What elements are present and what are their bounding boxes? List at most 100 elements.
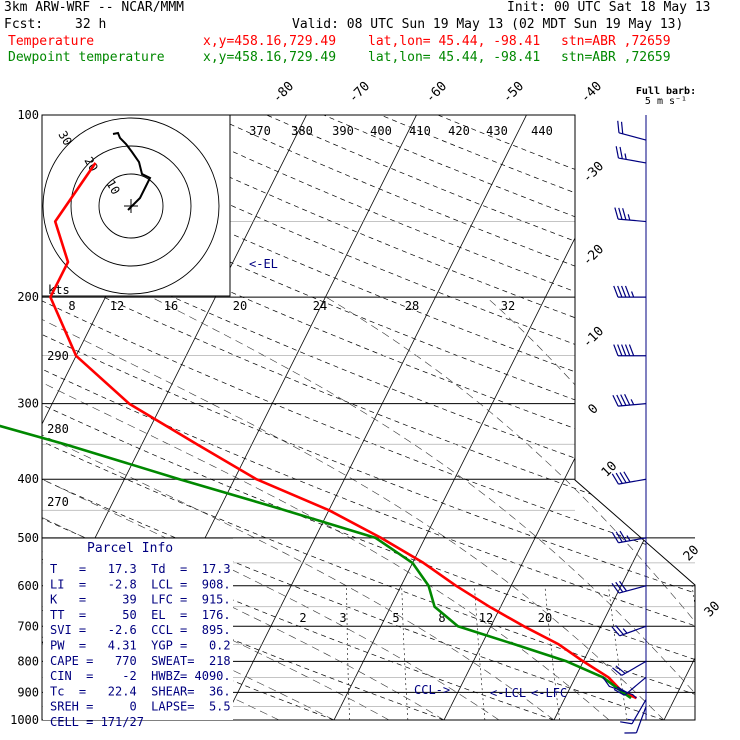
mixing-ratio-line [346,585,350,720]
hodograph-speed-label: 20 [233,299,247,313]
parcel-path [602,676,637,699]
wind-barb [624,706,647,734]
wind-barb-staff [618,537,647,544]
hodograph-speed-label: 28 [405,299,419,313]
moist-adiabat [486,296,695,720]
pressure-tick-label: 300 [17,397,39,411]
pressure-tick-label: 500 [17,531,39,545]
wind-barb-feather [617,285,623,298]
wind-barb [611,530,647,544]
dry-adiabat [266,115,695,720]
wind-barb-feather [628,344,635,356]
wind-barb [613,285,646,298]
isotherm-label: -80 [270,79,297,106]
isotherm-label: -70 [346,79,373,106]
valid-time: Valid: 08 UTC Sun 19 May 13 (02 MDT Sun … [292,17,684,32]
pressure-tick-label: 800 [17,654,39,668]
plot-frame [41,114,696,721]
parcel-info-row: T = 17.3 Td = 17.3 [50,562,231,576]
hodograph-ring [42,117,220,295]
mixing-ratio-label: 3 [339,611,346,625]
isotherm-label: 0 [585,401,601,417]
parcel-info-row: CAPE = 770 SWEAT= 218 [50,654,231,668]
theta-label: 430 [486,124,508,138]
wind-barb-feather [612,667,623,676]
forecast-label: Fcst: [4,17,44,32]
hodograph-ring-label: 30 [55,129,74,149]
theta-label: 400 [370,124,392,138]
isotherm-label: -50 [500,79,527,106]
wind-barb-staff [618,478,647,485]
wind-barb-feather [617,120,620,133]
wind-barb [612,394,647,407]
wind-barb [620,699,647,725]
model-title: 3km ARW-WRF -- NCAR/MMM [4,0,185,15]
mixing-ratio-line [474,585,486,720]
theta-label: 440 [531,124,553,138]
ccl-marker: CCL-> [414,683,450,697]
pressure-tick-label: 200 [17,290,39,304]
parcel-info-row: LI = -2.8 LCL = 908. [50,577,231,591]
parcel-info-row: CIN = -2 HWBZ= 4090. [50,669,231,683]
wind-barb [617,120,647,141]
wind-barb-feather [615,146,620,159]
wind-barb-staff [618,157,647,164]
lcl-marker: <-LCL [490,686,526,700]
wind-barb-feather [618,207,623,220]
temperature-xy: x,y=458.16,729.49 [203,34,337,49]
theta-label: 370 [249,124,271,138]
wind-barb-feather [615,665,626,674]
pressure-tick-label: 700 [17,619,39,633]
wind-barb-feather [614,207,619,220]
parcel-info-row: TT = 50 EL = 176. [50,608,231,622]
mixing-ratio-label: 5 [392,611,399,625]
dry-adiabat [380,115,695,720]
wind-barb [613,676,647,696]
dry-adiabat [209,115,695,720]
mixing-ratio-label: 8 [438,611,445,625]
wind-barb-feather [626,535,631,542]
hodograph-speed-label: 32 [501,299,515,313]
isotherm-label: -10 [580,324,607,351]
wind-barb [615,146,647,164]
dewpoint-legend-label: Dewpoint temperature [8,50,165,65]
wind-barb-feather [616,394,623,407]
wind-barb-feather [620,394,627,406]
wind-barb-feather [621,285,627,298]
wind-barb-feather [630,399,635,405]
wind-barb-feather [611,532,619,544]
wind-barb-feather [615,531,623,543]
wind-barb [611,471,647,485]
mixing-ratio-label: 2 [299,611,306,625]
wind-barb-feather [613,285,619,298]
dry-adiabat [152,115,695,720]
pressure-tick-label: 400 [17,472,39,486]
hodograph-speed-label: 16 [164,299,178,313]
wind-barb-feather [623,471,631,483]
theta-label: 390 [332,124,354,138]
parcel-info-row: SREH = 0 LAPSE= 5.5 [50,700,231,714]
isotherm-label: -30 [580,159,607,186]
hodograph-ring-label: 10 [103,178,122,198]
isotherm [223,115,527,720]
dry-adiabat [0,115,4,720]
theta-label: 420 [448,124,470,138]
wind-barb-feather [620,721,633,725]
theta-label: 280 [47,422,69,436]
hodograph-ring-label: 20 [81,155,100,175]
wind-barb-feather [621,344,627,356]
theta-label: 380 [291,124,313,138]
wind-barb-feather [619,146,623,159]
wind-barb-feather [620,121,624,134]
hodograph-speed-label: 24 [313,299,327,313]
temperature-profile [49,162,638,700]
wind-barb-staff [624,676,647,696]
wind-barb-staff [635,706,647,734]
wind-barb-feather [624,153,627,160]
hodograph-speed-label: 12 [110,299,124,313]
moist-adiabat [611,296,695,720]
dewpoint-profile [0,424,632,700]
wind-barb-feather [619,580,628,592]
pressure-tick-label: 600 [17,579,39,593]
